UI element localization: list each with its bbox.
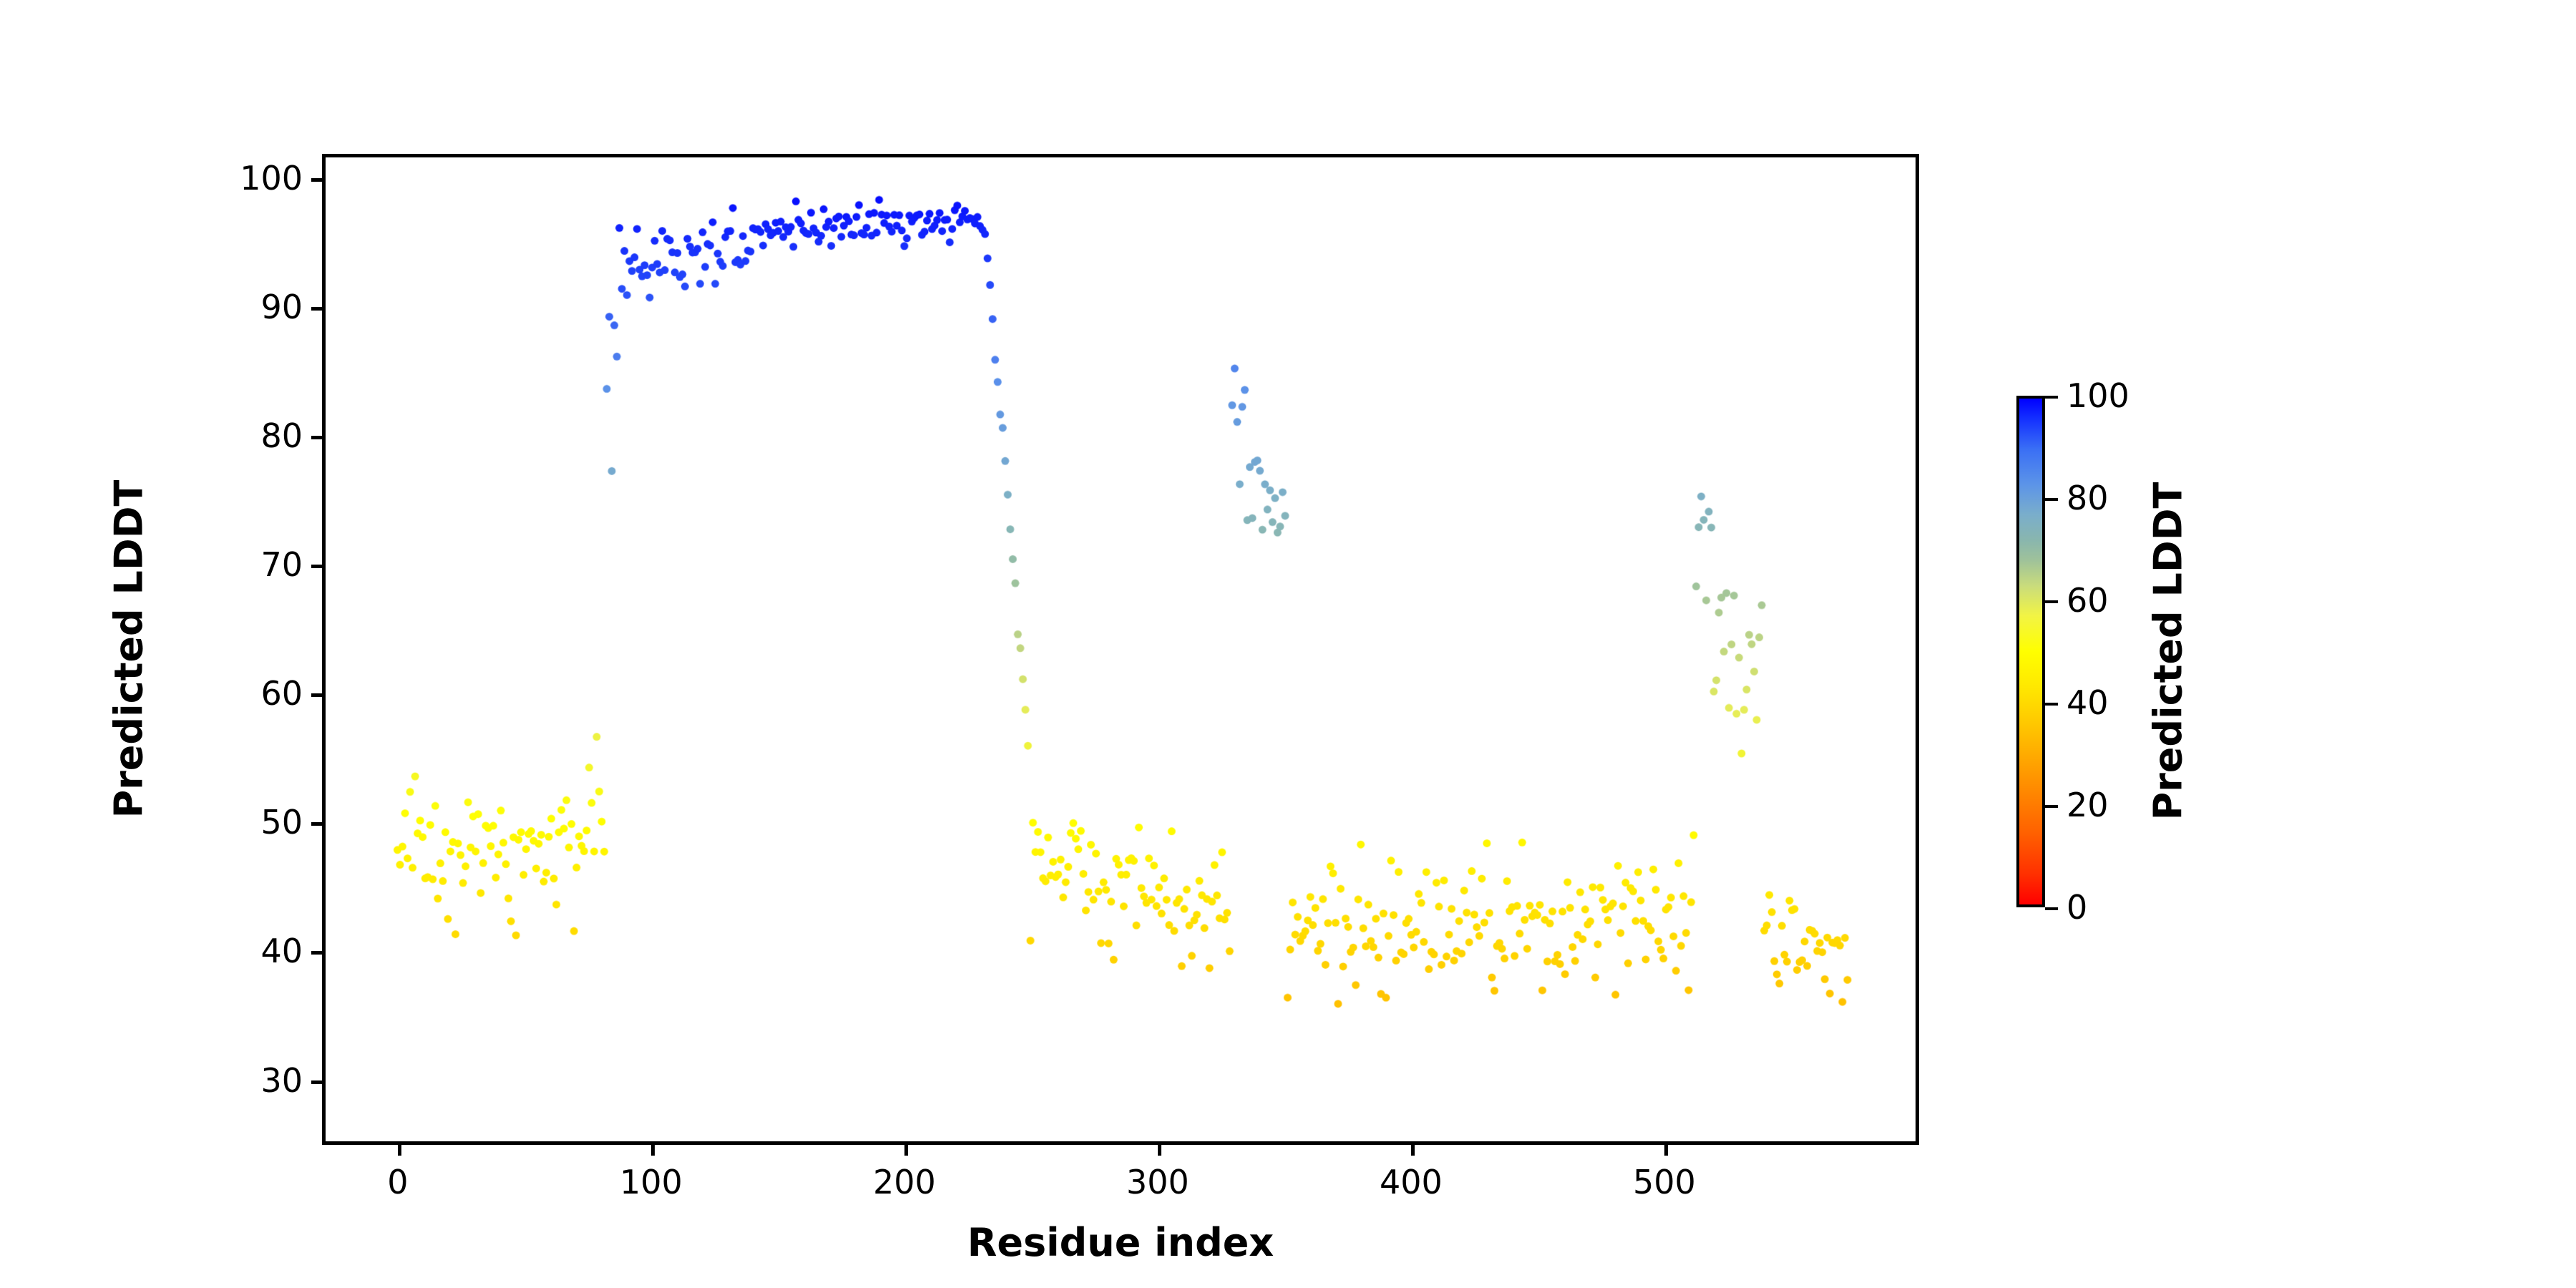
y-tick-mark: [311, 306, 326, 311]
colorbar-title: Predicted LDDT: [2145, 482, 2191, 821]
scatter-plot-axes: 30 40 50 60 70 80 90 100 0 100 200 300 400 500: [240, 154, 1919, 1201]
y-axis-title: Predicted LDDT: [106, 479, 152, 819]
colorbar-tick-label: 0: [2067, 888, 2088, 927]
x-tick-label: 500: [1633, 1163, 1696, 1201]
x-tick-label: 100: [619, 1163, 683, 1201]
x-tick-mark: [1410, 1141, 1415, 1156]
y-tick-mark: [311, 565, 326, 569]
y-tick-mark: [311, 822, 326, 826]
colorbar-tick-mark: [2045, 805, 2058, 808]
x-tick-label: 0: [387, 1163, 409, 1201]
x-tick-mark: [904, 1141, 908, 1156]
x-tick-label: 400: [1380, 1163, 1443, 1201]
colorbar-tick-label: 60: [2067, 581, 2109, 620]
y-tick-label: 70: [260, 545, 303, 585]
colorbar-tick-mark: [2045, 703, 2058, 706]
colorbar: 0 20 40 60 80 100: [2016, 376, 2129, 927]
x-axis-title: Residue index: [967, 1220, 1274, 1265]
y-tick-mark: [311, 693, 326, 698]
colorbar-tick-label: 40: [2067, 683, 2109, 722]
x-tick-mark: [397, 1141, 401, 1156]
y-tick-mark: [311, 951, 326, 955]
colorbar-tick-mark: [2045, 498, 2058, 501]
y-tick-mark: [311, 1080, 326, 1084]
x-tick-mark: [1157, 1141, 1161, 1156]
y-tick-mark: [311, 177, 326, 182]
colorbar-tick-mark: [2045, 907, 2058, 910]
x-tick-mark: [650, 1141, 655, 1156]
y-tick-label: 100: [240, 158, 303, 197]
y-tick-label: 90: [260, 287, 303, 326]
colorbar-gradient: [2016, 396, 2045, 907]
y-tick-label: 30: [260, 1060, 303, 1100]
y-tick-label: 50: [260, 803, 303, 842]
x-tick-label: 200: [872, 1163, 936, 1201]
y-tick-label: 80: [260, 416, 303, 456]
scatter-points-layer: [326, 157, 1916, 1141]
x-tick-mark: [1664, 1141, 1668, 1156]
colorbar-tick-label: 80: [2067, 479, 2109, 517]
x-tick-label: 300: [1126, 1163, 1189, 1201]
y-tick-label: 60: [260, 674, 303, 713]
colorbar-tick-mark: [2045, 600, 2058, 603]
colorbar-tick-label: 100: [2067, 376, 2129, 415]
colorbar-tick-mark: [2045, 396, 2058, 399]
colorbar-tick-label: 20: [2067, 786, 2109, 824]
y-tick-mark: [311, 436, 326, 440]
y-tick-label: 40: [260, 932, 303, 971]
